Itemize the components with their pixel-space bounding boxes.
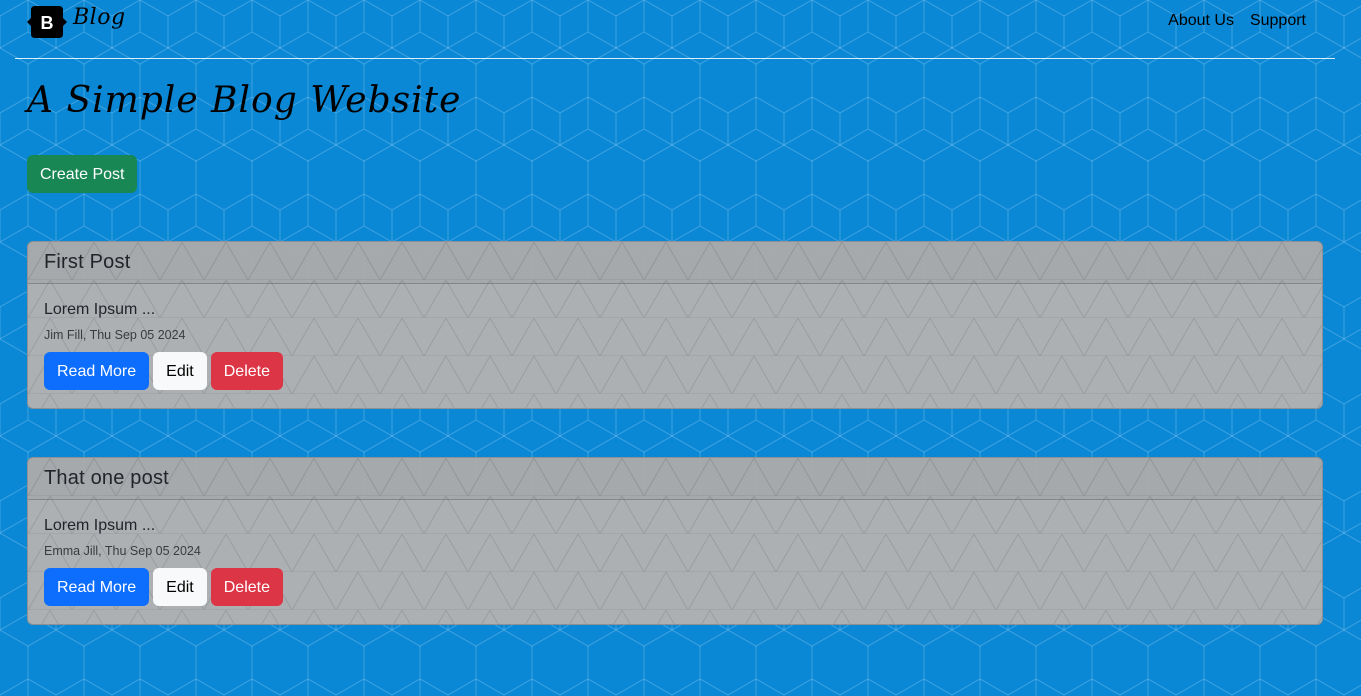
brand-letter: B: [41, 13, 54, 33]
read-more-button[interactable]: Read More: [44, 568, 150, 606]
navbar: B Blog About Us Support: [15, 0, 1335, 59]
card-body: Lorem Ipsum ... Emma Jill, Thu Sep 05 20…: [28, 500, 1322, 622]
edit-button[interactable]: Edit: [153, 352, 207, 390]
card-body: Lorem Ipsum ... Jim Fill, Thu Sep 05 202…: [28, 284, 1322, 406]
page-title: A Simple Blog Website: [27, 80, 462, 121]
nav-links: About Us Support: [1168, 12, 1306, 30]
brand-text: Blog: [73, 4, 126, 30]
post-card: First Post Lorem Ipsum ... Jim Fill, Thu…: [27, 241, 1323, 409]
delete-button[interactable]: Delete: [210, 568, 283, 606]
create-post-button[interactable]: Create Post: [27, 155, 138, 193]
post-meta: Jim Fill, Thu Sep 05 2024: [44, 328, 186, 342]
bootstrap-logo-icon: B: [27, 6, 67, 38]
edit-button[interactable]: Edit: [153, 568, 207, 606]
delete-button[interactable]: Delete: [210, 352, 283, 390]
post-actions: Read More Edit Delete: [44, 352, 1306, 390]
card-header: That one post: [28, 458, 1322, 500]
post-title: That one post: [44, 467, 169, 489]
post-excerpt: Lorem Ipsum ...: [44, 301, 156, 318]
card-header: First Post: [28, 242, 1322, 284]
post-meta: Emma Jill, Thu Sep 05 2024: [44, 544, 201, 558]
brand-link[interactable]: B Blog: [27, 4, 126, 40]
nav-link-about-us[interactable]: About Us: [1168, 12, 1234, 29]
post-card: That one post Lorem Ipsum ... Emma Jill,…: [27, 457, 1323, 625]
post-actions: Read More Edit Delete: [44, 568, 1306, 606]
post-title: First Post: [44, 251, 131, 273]
nav-link-support[interactable]: Support: [1249, 12, 1306, 29]
read-more-button[interactable]: Read More: [44, 352, 150, 390]
post-excerpt: Lorem Ipsum ...: [44, 517, 156, 534]
